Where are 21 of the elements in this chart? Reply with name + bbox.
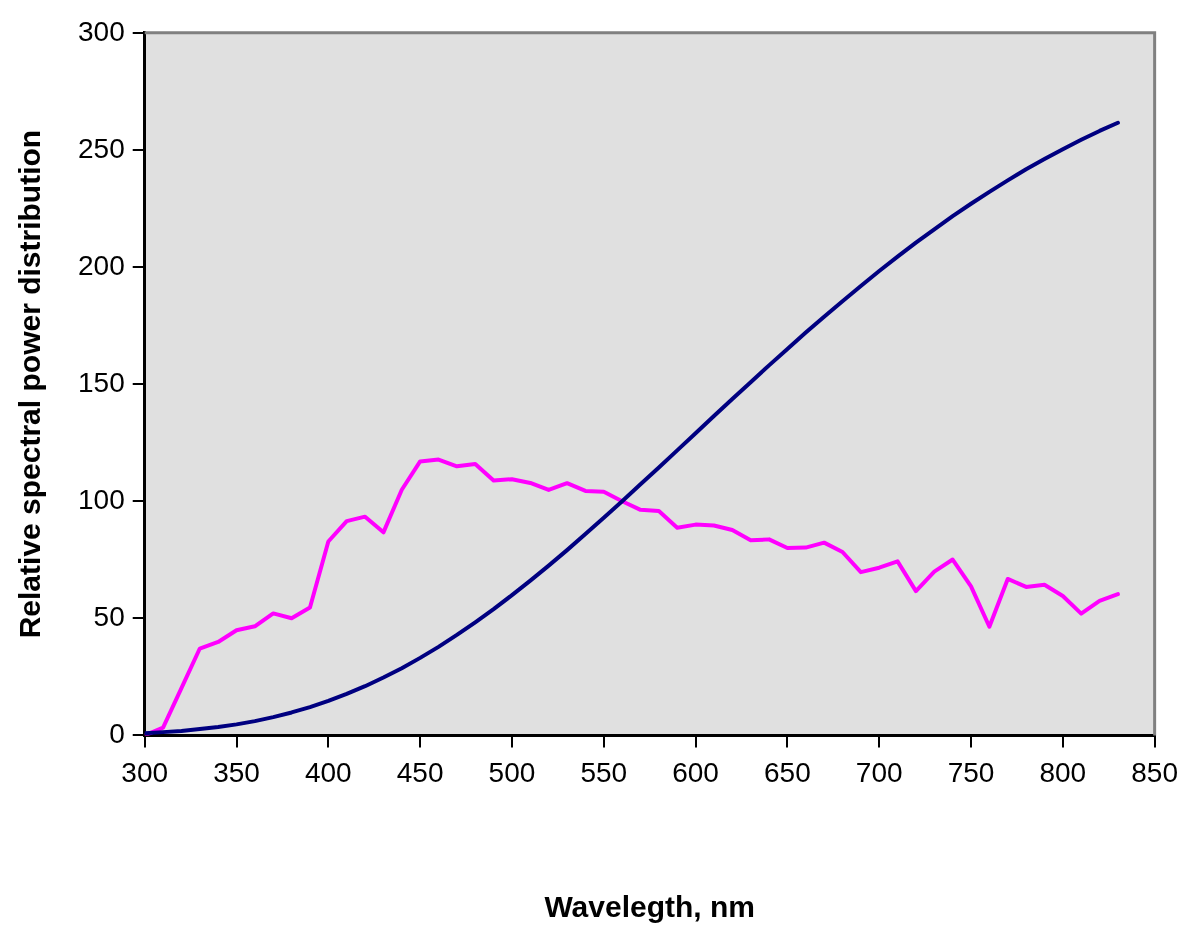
y-tick-label: 0	[109, 718, 125, 750]
x-tick-label: 350	[213, 756, 260, 788]
y-tick-label: 50	[93, 601, 125, 633]
x-tick-label: 800	[1039, 756, 1087, 788]
y-tick-label: 150	[78, 366, 125, 398]
x-tick-label: 450	[396, 756, 444, 788]
y-tick-label: 200	[78, 249, 125, 281]
x-tick-label: 500	[488, 756, 536, 788]
y-tick-label: 250	[78, 132, 125, 164]
x-tick-label: 650	[764, 756, 811, 788]
x-tick-label: 550	[580, 756, 628, 788]
x-tick-label: 750	[947, 756, 995, 788]
x-tick-label: 700	[855, 756, 903, 788]
y-tick-label: 100	[78, 483, 125, 515]
x-tick-label: 850	[1131, 756, 1178, 788]
x-tick-label: 400	[304, 756, 352, 788]
x-axis-title: Wavelegth, nm	[544, 890, 755, 924]
y-tick-label: 300	[78, 15, 125, 47]
x-tick-label: 300	[121, 756, 169, 788]
y-axis-title: Relative spectral power distribution	[13, 129, 47, 639]
x-tick-label: 600	[672, 756, 719, 788]
